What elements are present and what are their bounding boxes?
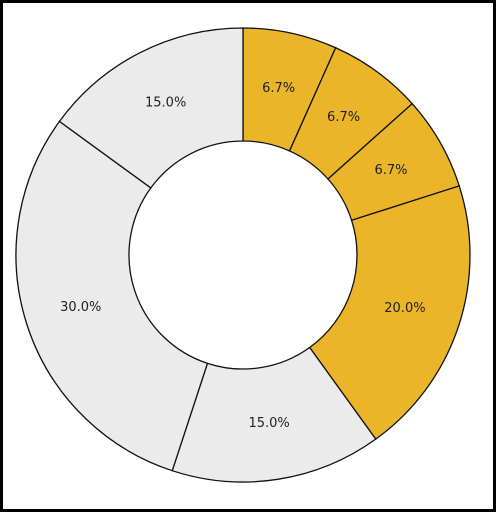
slice-label-5: 15.0% (248, 416, 289, 431)
slice-label-1: 6.7% (262, 81, 295, 96)
donut-slice-7 (58, 27, 244, 189)
slice-label-6: 30.0% (60, 300, 101, 315)
slice-label-7: 15.0% (145, 96, 186, 111)
slice-label-3: 6.7% (374, 163, 407, 178)
donut-slice-4 (308, 185, 471, 441)
donut-slice-5 (171, 346, 377, 483)
donut-slice-6 (15, 120, 209, 472)
slice-label-4: 20.0% (384, 301, 425, 316)
slice-label-2: 6.7% (327, 110, 360, 125)
